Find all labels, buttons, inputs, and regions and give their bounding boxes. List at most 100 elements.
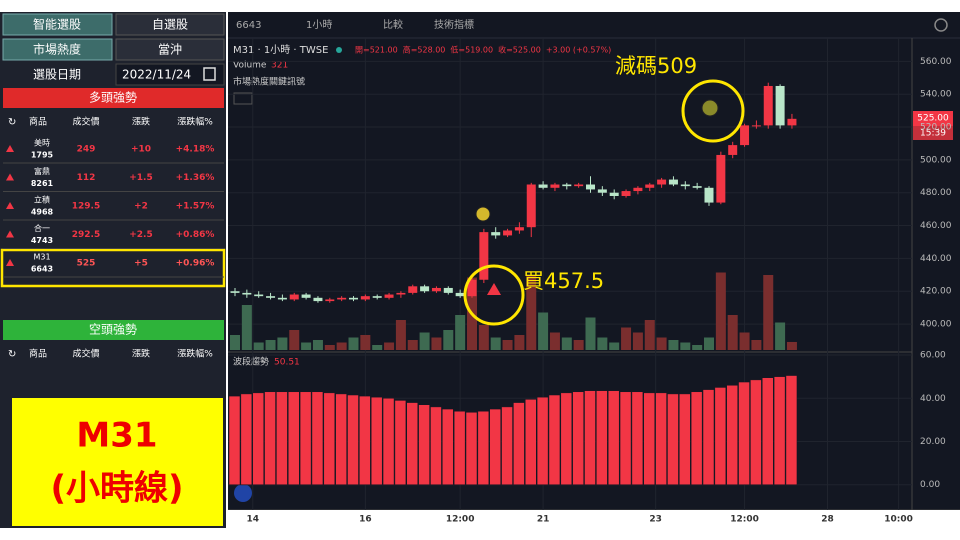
tab[interactable] xyxy=(115,13,225,36)
volume-bar xyxy=(632,332,643,350)
candle-body xyxy=(751,125,761,127)
up-arrow xyxy=(6,202,14,209)
stock-cell: 525 xyxy=(77,259,96,269)
stock-code: 4743 xyxy=(31,236,53,245)
legend-ohlc: +3.00 (+0.57%) xyxy=(546,46,611,55)
signal-label: 市場熱度關鍵訊號 xyxy=(233,76,305,88)
indicator-bar xyxy=(370,396,383,485)
candle-body xyxy=(787,118,797,126)
tab-label: 當沖 xyxy=(158,43,182,57)
toolbar-interval[interactable]: 1小時 xyxy=(306,19,332,31)
candle-body xyxy=(431,287,441,292)
x-tick-label: 14 xyxy=(247,515,260,525)
stock-cell: +2.5 xyxy=(129,230,152,240)
volume-bar xyxy=(775,322,786,350)
candle-body xyxy=(467,279,477,297)
sell-annotation: 減碼509 xyxy=(615,54,697,78)
up-arrow xyxy=(6,259,14,266)
time-tag xyxy=(913,126,953,140)
candle-body xyxy=(254,294,264,297)
toolbar-symbol[interactable]: 6643 xyxy=(236,20,261,31)
bull-title: 多頭強勢 xyxy=(89,90,137,105)
candle-body xyxy=(408,286,418,293)
stock-cell: +1.5 xyxy=(129,173,152,183)
stock-cell: 129.5 xyxy=(72,202,100,212)
collapse-button[interactable] xyxy=(233,92,253,105)
indicator-bar xyxy=(513,402,525,485)
x-tick-label: 23 xyxy=(649,515,662,525)
indicator-bar xyxy=(762,377,774,485)
candle-body xyxy=(230,291,240,293)
volume-bar xyxy=(692,345,703,350)
buy-annotation: 買457.5 xyxy=(523,269,604,293)
volume-bar xyxy=(348,337,359,350)
calendar-icon[interactable] xyxy=(203,67,216,81)
refresh-icon: ↻ xyxy=(8,349,16,360)
legend-ohlc: 高=528.00 xyxy=(403,45,446,55)
volume-bar xyxy=(336,342,347,350)
volume-bar xyxy=(395,320,406,350)
candle-body xyxy=(313,297,323,302)
indicator-bar xyxy=(750,379,762,485)
table-header: 漲跌 xyxy=(132,117,150,128)
candle-body xyxy=(349,297,358,300)
indicator-title: 波段趨勢 xyxy=(233,356,269,368)
y-tick-label: 560.00 xyxy=(920,57,952,67)
y-tick-label: 420.00 xyxy=(920,287,952,297)
candle-body xyxy=(491,232,501,236)
candle-body xyxy=(574,184,584,187)
up-arrow xyxy=(6,230,14,238)
y-tick-label: 60.00 xyxy=(920,351,946,361)
tab[interactable] xyxy=(115,38,225,61)
x-tick-label: 21 xyxy=(537,515,550,525)
tab[interactable] xyxy=(2,13,113,36)
candle-body xyxy=(420,286,430,292)
indicator-bar xyxy=(465,412,478,485)
candle-body xyxy=(384,294,394,298)
toolbar-indicators[interactable]: 技術指標 xyxy=(434,18,474,31)
indicator-bar xyxy=(536,396,549,485)
stock-code: 1795 xyxy=(31,151,54,160)
stock-cell: 292.5 xyxy=(72,230,100,240)
y-tick-label: 20.00 xyxy=(920,437,946,447)
table-header: 漲跌 xyxy=(132,349,150,360)
indicator-bar xyxy=(489,408,501,485)
indicator-bar xyxy=(228,395,241,485)
tab[interactable] xyxy=(2,38,113,61)
candle-body xyxy=(443,287,453,293)
candle-body xyxy=(621,191,631,196)
candle-body xyxy=(645,184,655,188)
candle-body xyxy=(657,179,667,185)
signal-star xyxy=(475,206,491,222)
stock-cell: +10 xyxy=(131,145,151,155)
volume-bar xyxy=(265,340,276,350)
indicator-bar xyxy=(311,391,324,485)
indicator-bar xyxy=(288,391,300,485)
indicator-bar xyxy=(525,399,537,485)
volume-bar xyxy=(277,337,288,350)
x-tick-label: 12:00 xyxy=(446,515,475,525)
indicator-bar xyxy=(548,394,561,485)
candle-body xyxy=(266,296,276,298)
indicator-bar xyxy=(477,410,490,485)
y-tick-label: 460.00 xyxy=(920,221,952,231)
settings-icon[interactable] xyxy=(934,18,948,32)
date-input[interactable] xyxy=(115,63,225,86)
logo xyxy=(234,484,252,502)
volume-bar xyxy=(514,335,525,350)
indicator-bar xyxy=(382,398,395,485)
stock-cell: +1.57% xyxy=(176,202,215,212)
candle-body xyxy=(597,189,607,193)
candle-body xyxy=(728,145,738,155)
x-tick-label: 16 xyxy=(359,515,372,525)
toolbar-compare[interactable]: 比較 xyxy=(383,18,403,31)
volume-bar xyxy=(455,315,466,350)
candle-body xyxy=(692,186,702,188)
candle-body xyxy=(277,297,287,300)
candle-body xyxy=(360,296,370,300)
indicator-bar xyxy=(560,392,573,485)
indicator-bar xyxy=(726,385,738,485)
up-arrow xyxy=(6,173,14,181)
candle-body xyxy=(704,187,714,203)
